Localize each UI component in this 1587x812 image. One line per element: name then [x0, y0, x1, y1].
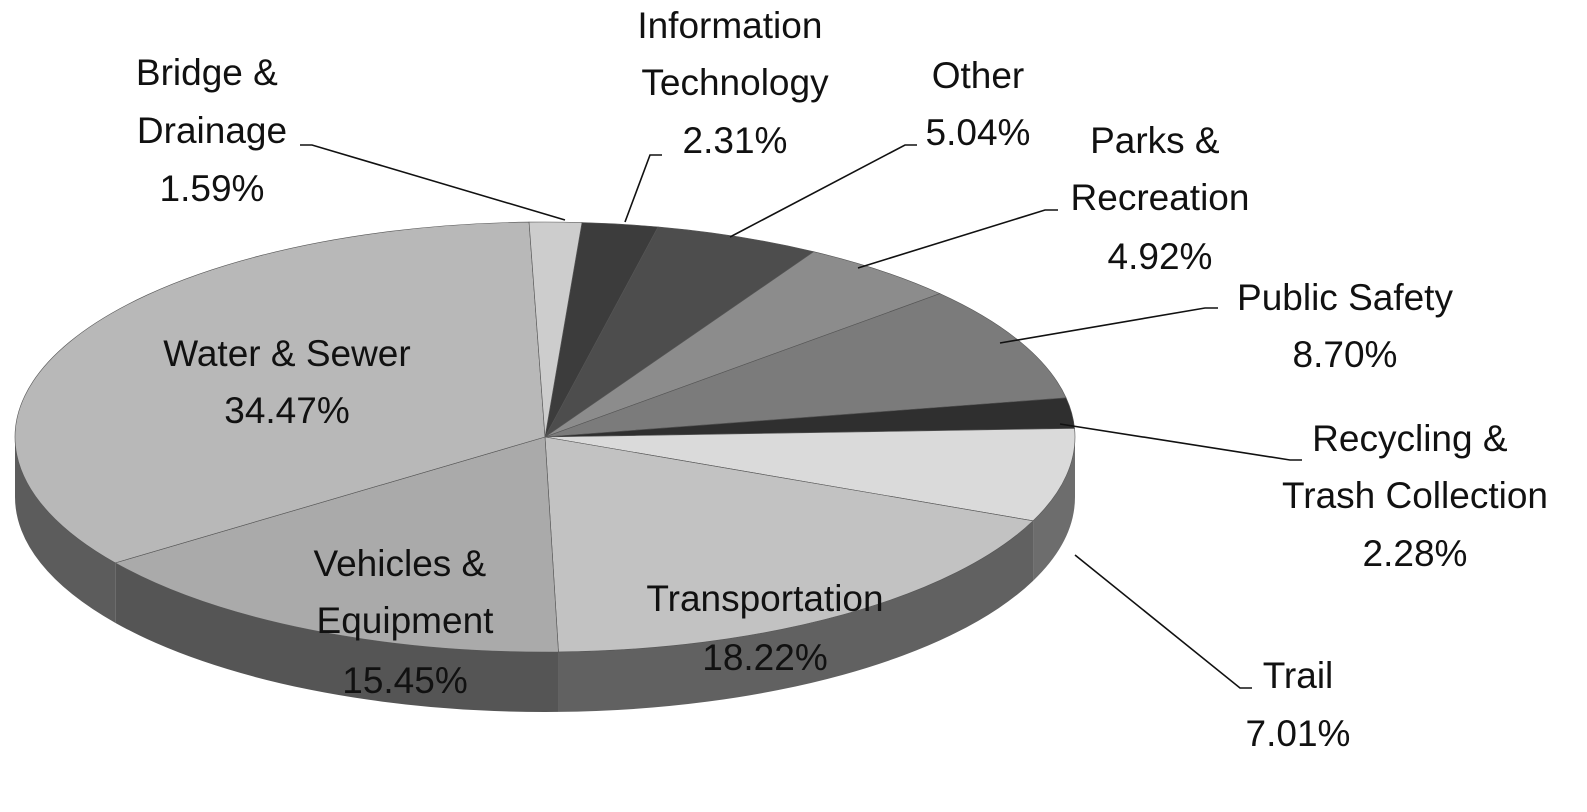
category-label: Transportation	[646, 578, 883, 619]
pie-side	[115, 562, 559, 713]
value-label: 2.28%	[1363, 533, 1468, 574]
value-label: 34.47%	[224, 390, 350, 431]
category-label: Recycling & Trash Collection	[1282, 418, 1548, 516]
value-label: 1.59%	[160, 168, 265, 209]
category-label: Public Safety	[1237, 277, 1453, 318]
value-label: 15.45%	[342, 660, 468, 701]
category-label: Water & Sewer	[163, 333, 410, 374]
pie-slice	[544, 226, 815, 438]
leader-line	[1074, 554, 1252, 689]
pie-slice	[114, 436, 559, 653]
category-label: Bridge & Drainage	[136, 52, 288, 151]
leader-line	[1059, 423, 1302, 461]
leader-line	[624, 154, 662, 223]
category-label: Trail	[1263, 655, 1334, 696]
value-label: 4.92%	[1108, 236, 1213, 277]
leader-line	[999, 307, 1218, 344]
pie-slice	[544, 293, 1067, 438]
leader-line	[857, 209, 1058, 269]
pie-side	[1033, 437, 1075, 581]
value-label: 2.31%	[683, 120, 788, 161]
value-label: 18.22%	[702, 637, 828, 678]
pie-slice	[544, 436, 1034, 653]
value-label: 5.04%	[926, 112, 1031, 153]
pie-slice	[544, 428, 1076, 522]
leader-line	[729, 144, 917, 238]
pie-side	[14, 437, 116, 623]
value-label: 7.01%	[1246, 713, 1351, 754]
pie-slice	[528, 221, 583, 438]
leader-line	[300, 144, 566, 221]
category-label: Other	[932, 55, 1025, 96]
category-label: Vehicles & Equipment	[313, 543, 496, 641]
category-label: Information Technology	[637, 5, 832, 103]
pie-slice	[544, 251, 941, 438]
pie-slice	[14, 221, 546, 564]
value-label: 8.70%	[1293, 334, 1398, 375]
category-label: Parks & Recreation	[1071, 120, 1250, 218]
pie-side	[558, 520, 1034, 712]
